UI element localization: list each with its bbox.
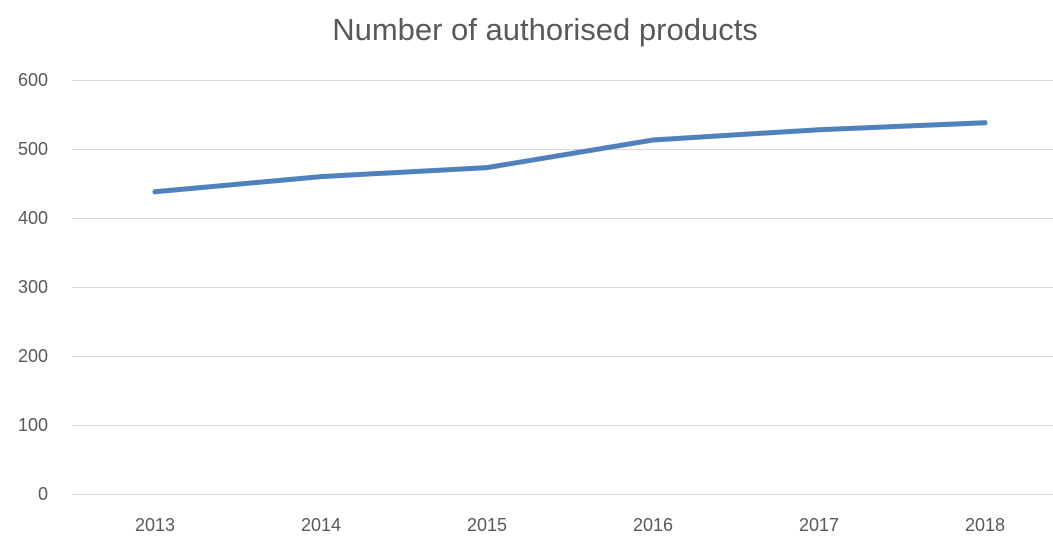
data-point-2016 bbox=[650, 137, 656, 143]
y-tick-label-100: 100 bbox=[18, 415, 48, 435]
y-tick-label-200: 200 bbox=[18, 346, 48, 366]
x-tick-label-2014: 2014 bbox=[301, 515, 341, 535]
data-point-2015 bbox=[484, 165, 490, 171]
series-line-0 bbox=[152, 120, 988, 195]
y-tick-label-500: 500 bbox=[18, 139, 48, 159]
gridlines bbox=[72, 80, 1053, 495]
y-tick-label-0: 0 bbox=[38, 484, 48, 504]
x-tick-label-2013: 2013 bbox=[135, 515, 175, 535]
x-axis-tick-labels: 2013 2014 2015 2016 2017 2018 bbox=[135, 515, 1005, 535]
data-point-2018 bbox=[982, 120, 988, 126]
data-point-2017 bbox=[816, 127, 822, 133]
y-tick-label-400: 400 bbox=[18, 208, 48, 228]
x-tick-label-2016: 2016 bbox=[633, 515, 673, 535]
x-tick-label-2015: 2015 bbox=[467, 515, 507, 535]
data-point-2014 bbox=[318, 174, 324, 180]
series-layer bbox=[152, 120, 988, 195]
y-tick-label-300: 300 bbox=[18, 277, 48, 297]
data-point-2013 bbox=[152, 189, 158, 195]
y-tick-label-600: 600 bbox=[18, 70, 48, 90]
y-axis-tick-labels: 0 100 200 300 400 500 600 bbox=[18, 70, 48, 504]
chart-title: Number of authorised products bbox=[332, 12, 758, 47]
x-tick-label-2018: 2018 bbox=[965, 515, 1005, 535]
x-tick-label-2017: 2017 bbox=[799, 515, 839, 535]
